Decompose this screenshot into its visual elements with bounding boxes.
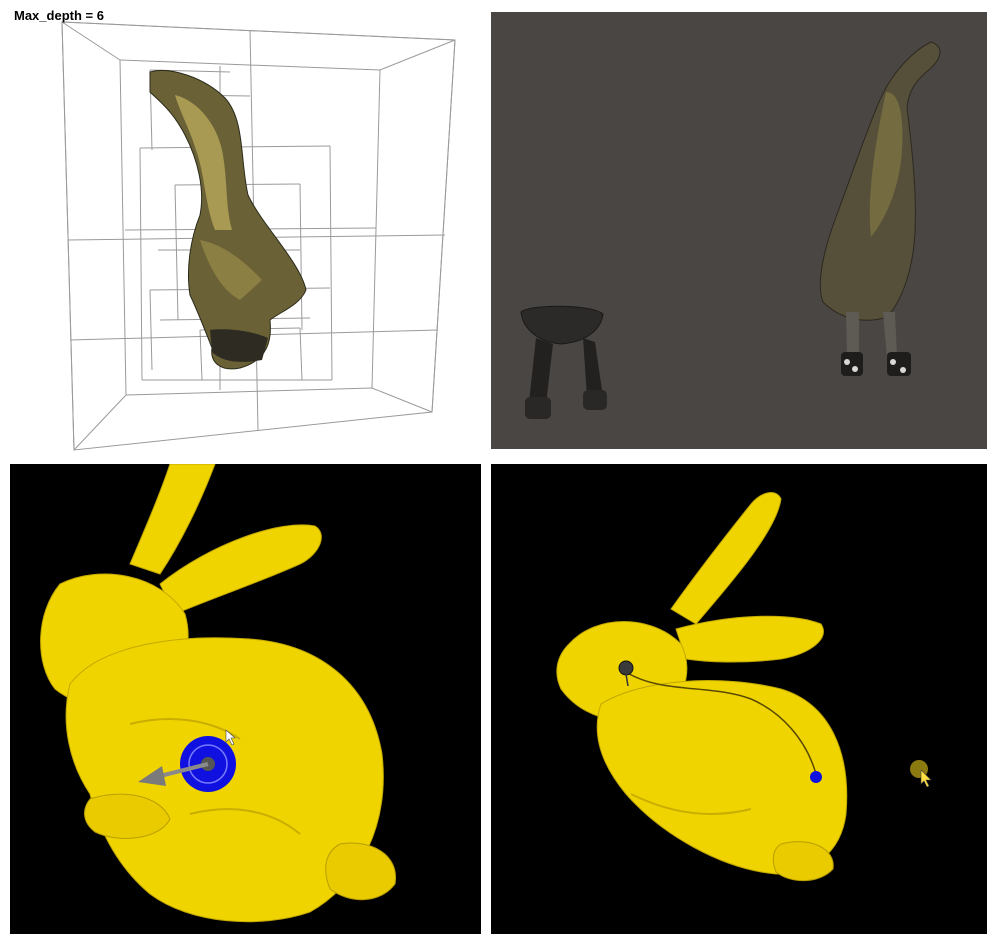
bunny-mesh-icon <box>556 492 848 882</box>
mouse-pointer-icon <box>225 729 236 746</box>
bunny-canvas-2 <box>491 464 987 934</box>
octree-canvas <box>61 21 456 451</box>
octree-viewport[interactable]: Max_depth = 6 <box>0 0 486 455</box>
duck-mesh-icon <box>819 41 941 376</box>
bunny-viewport-2[interactable] <box>491 464 987 934</box>
duck-mesh-icon <box>149 69 307 370</box>
bunny-canvas-1 <box>10 464 481 934</box>
mouse-pointer-icon <box>920 769 932 788</box>
scene-viewport[interactable] <box>491 12 987 449</box>
stool-mesh-icon <box>520 305 607 419</box>
direction-arrow-icon <box>138 762 209 786</box>
max-depth-label: Max_depth = 6 <box>14 8 104 23</box>
bunny-viewport-1[interactable] <box>10 464 481 934</box>
scene-canvas <box>491 12 987 449</box>
path-start-marker[interactable] <box>618 660 634 687</box>
path-end-marker[interactable] <box>810 771 822 783</box>
